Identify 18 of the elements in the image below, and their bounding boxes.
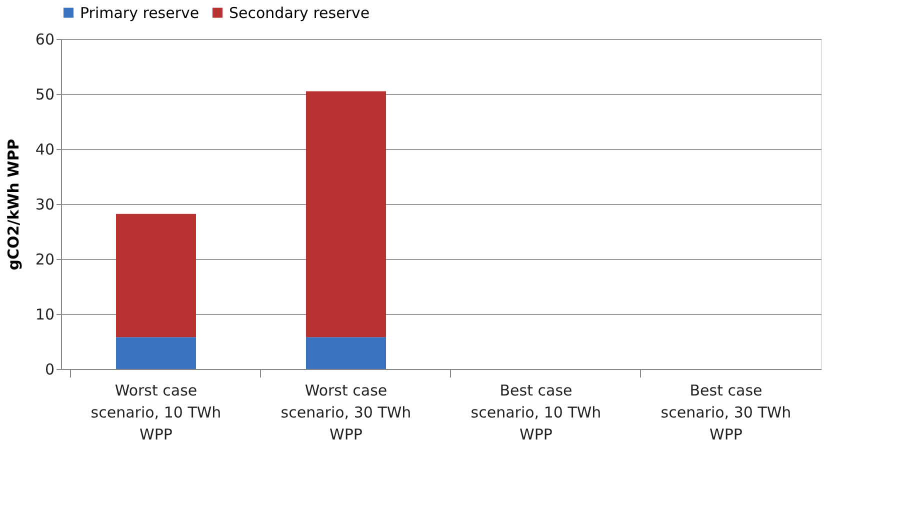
bar	[306, 337, 386, 369]
y-tick-label: 30	[35, 196, 54, 214]
x-tick-label: Worst case scenario, 10 TWh WPP	[90, 382, 222, 444]
y-tick-label: 10	[35, 306, 54, 324]
x-tick-label: Best case scenario, 10 TWh WPP	[470, 382, 602, 444]
bar	[116, 214, 196, 338]
bar	[306, 91, 386, 338]
y-tick-label: 50	[35, 86, 54, 104]
x-tick-label: Best case scenario, 30 TWh WPP	[660, 382, 792, 444]
y-tick-label: 0	[44, 360, 54, 378]
legend-label: Primary reserve	[80, 4, 200, 22]
legend-label: Secondary reserve	[229, 4, 370, 22]
y-tick-label: 60	[35, 30, 54, 48]
y-axis-title: gCO2/kWh WPP	[4, 138, 22, 270]
y-tick-label: 40	[35, 140, 54, 158]
bar	[116, 337, 196, 369]
y-tick-label: 20	[35, 250, 54, 268]
x-tick-label: Worst case scenario, 30 TWh WPP	[280, 382, 412, 444]
